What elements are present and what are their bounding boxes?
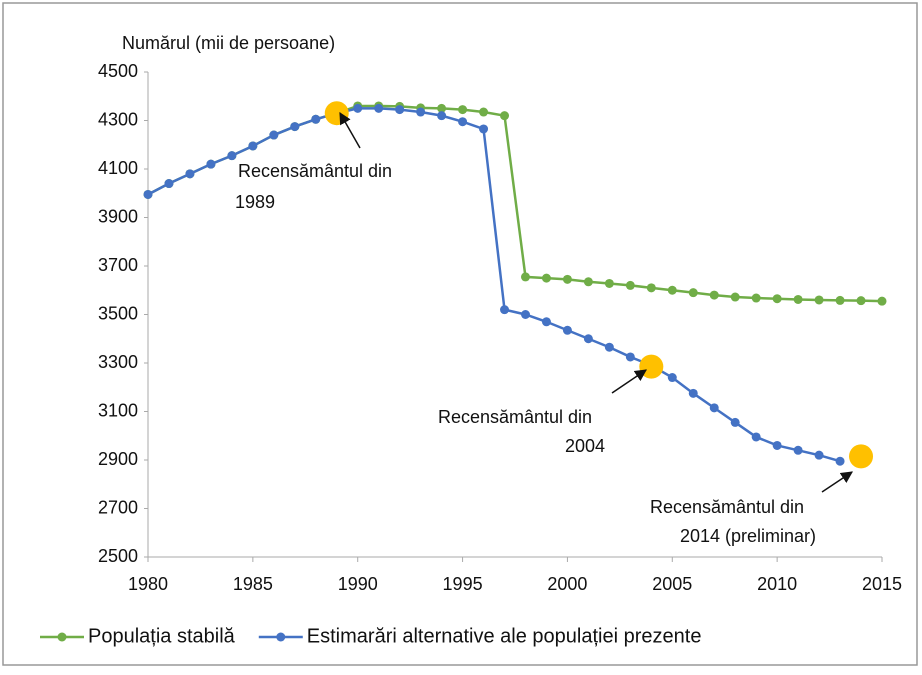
series-marker (458, 117, 468, 127)
y-tick-label: 2700 (98, 497, 138, 517)
y-tick-label: 4300 (98, 109, 138, 129)
series-marker (520, 272, 530, 282)
y-tick-label: 4500 (98, 61, 138, 81)
chart-frame (2, 2, 918, 666)
series-marker (311, 114, 321, 124)
legend-label: Estimarări alternative ale populației pr… (307, 625, 702, 647)
series-marker (500, 305, 510, 315)
annotation-arrow (339, 111, 361, 149)
series-marker (877, 296, 887, 306)
series-marker (541, 317, 551, 327)
annotation-text: 2014 (preliminar) (680, 526, 816, 546)
series-marker (437, 111, 447, 121)
y-tick-label: 2500 (98, 546, 138, 566)
series-marker (856, 296, 866, 306)
series-marker (269, 130, 279, 140)
series-marker (814, 295, 824, 305)
series-marker (562, 274, 572, 284)
y-tick-label: 4100 (98, 158, 138, 178)
annotation-text: Recensământul din (438, 407, 592, 427)
series-marker (520, 310, 530, 319)
series-marker (625, 352, 635, 362)
series-marker (625, 280, 635, 290)
series-marker (730, 292, 740, 302)
annotation-arrow (821, 471, 853, 493)
series-marker (143, 189, 153, 199)
legend-marker (276, 632, 286, 642)
series-marker (479, 124, 489, 134)
series-marker (772, 294, 782, 304)
series-marker (835, 295, 845, 305)
legend-marker (57, 632, 67, 642)
series-marker (437, 103, 447, 113)
x-tick-label: 2005 (652, 574, 692, 594)
series-marker (793, 445, 803, 455)
annotation-text: Recensământul din (650, 497, 804, 517)
series-marker (353, 103, 363, 113)
series-marker (164, 179, 174, 189)
series-line (147, 107, 841, 463)
y-axis-label: Numărul (mii de persoane) (122, 33, 335, 53)
annotation-text: Recensământul din (238, 161, 392, 181)
series-marker (730, 417, 740, 427)
series-marker (646, 283, 656, 293)
series-marker (290, 122, 300, 132)
series-marker (206, 159, 216, 169)
x-tick-label: 2015 (862, 574, 902, 594)
y-tick-label: 3700 (98, 255, 138, 275)
series-marker (583, 334, 593, 344)
series-marker (541, 273, 551, 283)
series-marker (814, 450, 824, 460)
series-marker (751, 432, 761, 442)
series-marker (688, 388, 698, 398)
series-marker (227, 151, 237, 161)
x-tick-label: 1990 (338, 574, 378, 594)
x-tick-label: 2000 (547, 574, 587, 594)
series-marker (667, 373, 677, 383)
x-tick-label: 1985 (233, 574, 273, 594)
y-tick-label: 3900 (98, 206, 138, 226)
series-marker (709, 290, 719, 300)
series-marker (751, 293, 761, 303)
x-tick-label: 1995 (443, 574, 483, 594)
series-marker (395, 105, 405, 115)
series-marker (793, 294, 803, 304)
series-marker (479, 107, 489, 117)
series-marker (374, 103, 384, 113)
census-point (639, 354, 664, 379)
y-tick-label: 3500 (98, 303, 138, 323)
series-marker (500, 111, 510, 121)
y-tick-label: 3100 (98, 400, 138, 420)
y-tick-label: 2900 (98, 449, 138, 469)
annotation-text: 2004 (565, 436, 605, 456)
series-marker (772, 440, 782, 450)
series-marker (248, 141, 258, 151)
series-marker (562, 325, 572, 335)
series-marker (604, 342, 614, 352)
annotation-text: 1989 (235, 192, 275, 212)
census-point (849, 444, 874, 469)
y-tick-label: 3300 (98, 352, 138, 372)
series-marker (835, 456, 845, 466)
series-marker (583, 277, 593, 287)
x-tick-label: 2010 (757, 574, 797, 594)
series-marker (604, 278, 614, 288)
series-marker (458, 105, 468, 115)
x-tick-label: 1980 (128, 574, 168, 594)
series-marker (185, 169, 195, 179)
annotation-arrow (611, 369, 647, 394)
legend-label: Populația stabilă (88, 625, 236, 647)
series-marker (416, 107, 426, 117)
series-marker (688, 288, 698, 298)
series-marker (709, 403, 719, 413)
series-marker (667, 285, 677, 295)
